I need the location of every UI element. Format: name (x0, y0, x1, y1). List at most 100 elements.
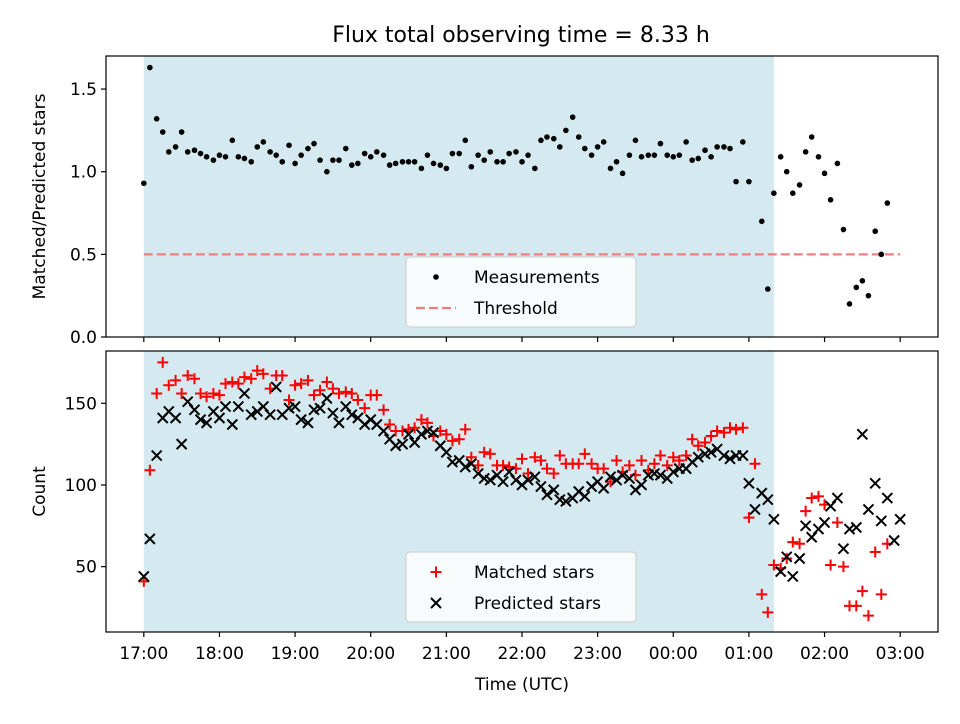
measurement-point (846, 301, 853, 307)
measurement-point (468, 163, 475, 170)
measurement-point (367, 154, 374, 160)
measurement-point (796, 182, 803, 188)
predicted-star-point (623, 472, 636, 485)
measurement-point (802, 149, 809, 155)
measurement-point (235, 154, 242, 160)
matched-star-point (737, 422, 749, 434)
measurement-point (695, 155, 702, 162)
predicted-star-point (856, 428, 869, 441)
measurement-point (305, 145, 311, 152)
measurement-point (519, 158, 525, 165)
measurement-point (683, 139, 689, 145)
measurement-point (859, 278, 866, 284)
measurement-point (298, 152, 304, 158)
matched-star-point (434, 425, 446, 437)
measurement-point (657, 140, 664, 147)
matched-star-point (170, 374, 182, 386)
measurement-point (777, 154, 784, 160)
matched-star-point (648, 458, 660, 470)
measurement-point (475, 152, 481, 158)
matched-star-point (340, 386, 352, 398)
x-tick-label: 21:00 (422, 644, 471, 664)
measurement-point (386, 162, 393, 168)
matched-star-point (768, 559, 780, 571)
predicted-star-point (560, 495, 572, 508)
matched-star-point (478, 446, 490, 458)
legend-box (405, 256, 637, 328)
matched-star-point (421, 417, 433, 429)
predicted-star-point (446, 456, 459, 468)
measurement-point (165, 149, 172, 155)
predicted-star-point (724, 453, 736, 465)
x-tick-label: 23:00 (573, 644, 622, 664)
measurement-point (373, 149, 380, 155)
measurement-point (399, 158, 406, 165)
measurement-point (613, 158, 620, 165)
matched-star-point (251, 365, 263, 377)
matched-star-point (176, 387, 188, 399)
measurement-point (619, 170, 626, 177)
measurement-point (153, 116, 160, 122)
predicted-star-point (389, 440, 402, 452)
predicted-star-point (396, 438, 409, 450)
predicted-star-point (768, 513, 780, 525)
matched-star-point (762, 606, 774, 618)
matched-star-point (699, 436, 711, 448)
matched-star-point (308, 389, 320, 401)
predicted-star-point (667, 466, 679, 478)
measurement-point (159, 129, 166, 135)
measurement-point (588, 152, 595, 158)
measurement-point (765, 286, 771, 292)
measurement-point (500, 158, 506, 165)
predicted-star-point (150, 449, 163, 462)
matched-star-point (806, 492, 818, 504)
predicted-star-point (327, 407, 339, 419)
measurement-point (789, 190, 796, 196)
matched-star-point (598, 463, 610, 475)
predicted-star-point (737, 449, 749, 462)
matched-star-point (283, 394, 295, 406)
matched-star-point (484, 448, 496, 460)
measurement-point (676, 152, 683, 158)
predicted-star-point (402, 428, 415, 441)
matched-star-point (554, 450, 566, 462)
measurement-point (342, 145, 349, 152)
measurement-point (607, 165, 614, 172)
predicted-star-point (415, 428, 428, 441)
measurement-point (746, 178, 752, 185)
predicted-star-point (818, 516, 831, 529)
measurement-point (721, 144, 727, 150)
measurement-point (418, 165, 425, 172)
predicted-star-point (743, 477, 755, 490)
matched-star-point (295, 378, 307, 390)
predicted-star-point (875, 515, 887, 527)
matched-star-point (636, 454, 648, 466)
measurement-point (664, 152, 671, 158)
matched-star-point (220, 378, 232, 390)
measurement-point (273, 152, 279, 158)
matched-star-point (289, 379, 301, 391)
legend-label: Measurements (474, 268, 600, 288)
matched-star-point (346, 387, 358, 399)
measurement-point (550, 135, 557, 142)
predicted-star-point (175, 438, 188, 450)
measurement-point (651, 152, 658, 158)
matched-star-point (787, 536, 799, 548)
matched-star-point (144, 464, 156, 476)
measurement-point (708, 154, 714, 160)
matched-star-point (446, 435, 458, 447)
y-tick-label: 1.5 (70, 80, 97, 100)
predicted-star-point (200, 417, 213, 429)
matched-star-point (497, 459, 509, 471)
predicted-star-point (484, 474, 496, 486)
matched-star-point (573, 458, 585, 470)
predicted-star-point (837, 542, 850, 555)
measurement-point (241, 155, 248, 162)
measurement-point (865, 292, 872, 299)
measurement-point (430, 160, 437, 167)
legend: Matched stars Predicted stars (405, 551, 637, 623)
measurement-point (184, 149, 191, 155)
matched-star-point (812, 490, 824, 502)
matched-star-point (586, 458, 598, 470)
predicted-star-point (749, 503, 761, 516)
